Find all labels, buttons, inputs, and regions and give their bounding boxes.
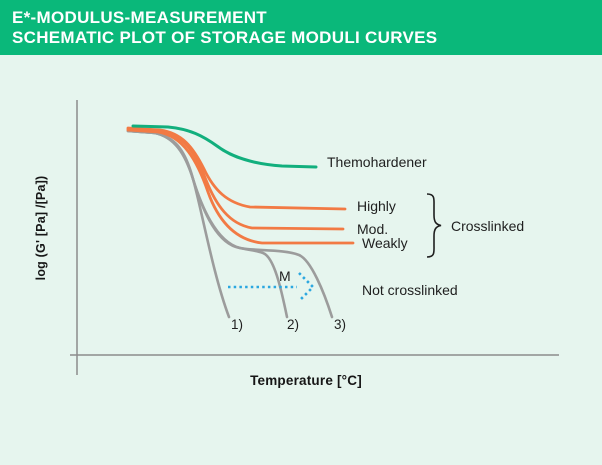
- crosslinked-bracket: [426, 193, 442, 258]
- molar-mass-label: M: [279, 268, 291, 284]
- crosslinked-group-label: Crosslinked: [451, 218, 525, 234]
- thermohardener-label: Themohardener: [327, 154, 427, 170]
- header-title-line2: SCHEMATIC PLOT OF STORAGE MODULI CURVES: [12, 28, 438, 47]
- mod-crosslinked-label: Mod.: [357, 221, 389, 237]
- curve-thermohardener: [131, 124, 318, 169]
- weakly-crosslinked-label: Weakly: [362, 235, 408, 251]
- curve-highly-crosslinked: [126, 126, 347, 211]
- curve-group: [126, 124, 355, 319]
- curve-not-crosslinked-3: [126, 129, 334, 319]
- gray-curve-3-label: 3): [334, 317, 347, 332]
- curve-mod-crosslinked: [126, 127, 345, 231]
- molar-mass-arrow-head: [298, 272, 315, 302]
- gray-curve-1-label: 1): [231, 317, 244, 332]
- molar-mass-arrow: [228, 272, 315, 302]
- highly-crosslinked-label: Highly: [357, 198, 396, 214]
- curve-not-crosslinked-1: [126, 129, 231, 319]
- not-crosslinked-group-label: Not crosslinked: [362, 282, 458, 298]
- curve-weakly-crosslinked: [126, 128, 355, 245]
- header-title-line1: E*-MODULUS-MEASUREMENT: [12, 8, 267, 27]
- y-axis-label: log (G' [Pa] /[Pa]): [34, 175, 48, 281]
- x-axis-label: Temperature [°C]: [250, 373, 362, 388]
- header-banner: E*-MODULUS-MEASUREMENT SCHEMATIC PLOT OF…: [0, 0, 602, 55]
- gray-curve-2-label: 2): [287, 317, 300, 332]
- curve-not-crosslinked-2: [126, 129, 289, 319]
